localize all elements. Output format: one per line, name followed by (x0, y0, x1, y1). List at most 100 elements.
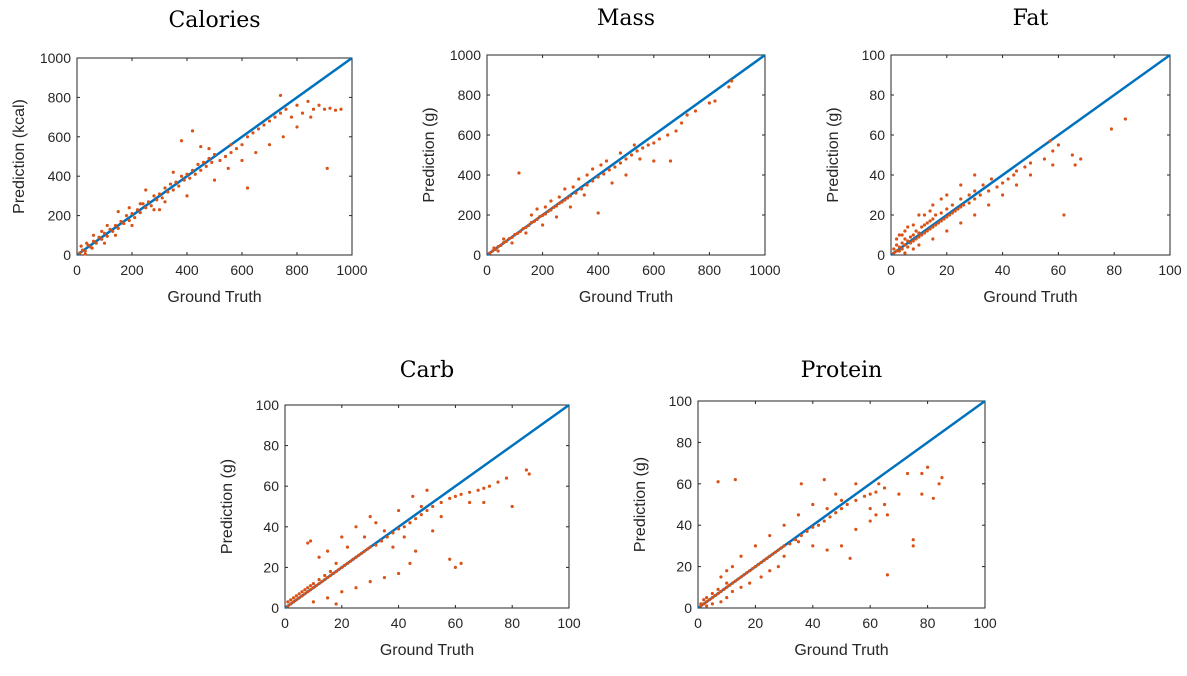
y-tick-label: 60 (869, 127, 885, 143)
data-point (730, 565, 735, 569)
y-tick-label: 100 (669, 393, 693, 409)
identity-line (890, 53, 1171, 257)
data-point (768, 569, 772, 573)
data-point (897, 233, 901, 237)
data-point (286, 600, 290, 604)
data-point (911, 247, 915, 251)
data-point (459, 492, 463, 496)
chart-title: Carb (400, 358, 455, 383)
data-point (85, 241, 89, 245)
data-point (351, 557, 355, 561)
y-tick-label: 1000 (40, 50, 71, 66)
data-point (607, 168, 611, 172)
data-point (317, 555, 321, 559)
x-tick-label: 20 (334, 615, 350, 631)
data-point (1123, 117, 1127, 121)
data-point (127, 218, 131, 223)
data-point (773, 550, 778, 554)
data-point (439, 515, 443, 519)
data-point (333, 108, 338, 112)
data-point (453, 494, 457, 498)
data-point (229, 150, 233, 155)
data-point (892, 247, 896, 251)
data-point (1079, 157, 1083, 161)
data-point (920, 233, 924, 237)
x-tick-label: 800 (285, 262, 309, 278)
data-point (1051, 149, 1055, 153)
data-point (135, 208, 140, 212)
data-point (334, 569, 338, 574)
x-tick-label: 80 (1106, 262, 1122, 278)
y-tick-label: 200 (48, 208, 72, 224)
data-point (585, 183, 589, 187)
data-point (719, 589, 723, 594)
data-point (816, 523, 821, 527)
data-point (245, 186, 250, 190)
data-point (939, 219, 943, 223)
data-point (524, 231, 528, 235)
data-point (722, 587, 726, 591)
x-tick-label: 600 (230, 262, 254, 278)
x-tick-label: 200 (531, 262, 555, 278)
x-tick-label: 40 (391, 615, 407, 631)
chart-title: Protein (801, 358, 883, 383)
data-point (693, 109, 698, 113)
data-point (295, 103, 299, 107)
data-point (174, 180, 178, 184)
data-point (368, 580, 372, 584)
data-point (300, 594, 304, 598)
y-tick-label: 80 (676, 434, 692, 450)
data-point (549, 208, 553, 212)
data-point (83, 249, 87, 253)
data-point (922, 213, 927, 217)
data-point (468, 490, 472, 494)
data-point (602, 172, 606, 176)
data-point (931, 496, 935, 500)
y-tick-label: 20 (676, 559, 692, 575)
data-point (502, 237, 506, 241)
data-point (163, 200, 167, 204)
data-point (973, 197, 977, 201)
data-point (337, 567, 341, 572)
x-tick-label: 0 (281, 615, 289, 631)
data-point (502, 241, 506, 245)
y-tick-label: 40 (676, 517, 692, 533)
data-point (825, 548, 829, 552)
data-point (702, 598, 706, 602)
data-point (179, 174, 184, 178)
data-point (397, 508, 401, 513)
data-point (326, 575, 330, 580)
data-point (448, 496, 452, 500)
data-point (759, 560, 763, 565)
data-point (334, 602, 338, 606)
data-point (306, 99, 310, 103)
data-point (374, 543, 378, 547)
data-point (1012, 173, 1016, 177)
data-point (1062, 213, 1066, 217)
data-point (306, 586, 310, 590)
data-point (967, 201, 971, 205)
data-point (340, 535, 344, 539)
data-point (848, 556, 852, 560)
chart-title: Calories (168, 8, 260, 33)
x-tick-label: 40 (805, 615, 821, 631)
data-point (931, 225, 935, 229)
data-point (776, 565, 780, 569)
data-point (527, 472, 531, 476)
y-tick-label: 60 (263, 478, 279, 494)
data-point (730, 79, 734, 83)
data-point (297, 596, 301, 600)
data-point (834, 492, 838, 496)
data-point (874, 513, 878, 517)
data-point (297, 592, 301, 596)
data-point (391, 531, 395, 535)
y-tick-label: 1000 (450, 47, 481, 63)
data-point (796, 513, 801, 517)
data-point (900, 233, 904, 237)
data-point (705, 596, 709, 600)
data-point (967, 193, 971, 197)
data-point (190, 129, 195, 133)
x-tick-label: 0 (483, 262, 491, 278)
data-point (402, 525, 406, 529)
data-point (100, 237, 104, 241)
